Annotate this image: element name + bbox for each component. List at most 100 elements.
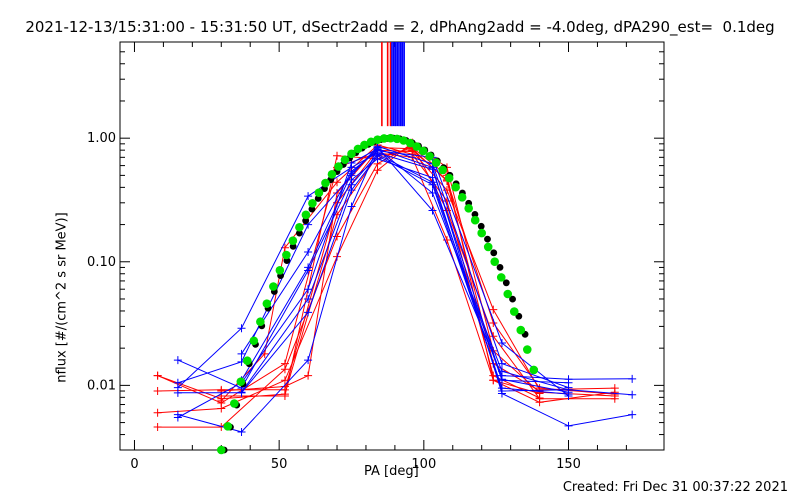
data-point [304,247,313,256]
data-point [564,385,573,394]
series-line [157,144,615,428]
fit-curve-point [516,325,526,335]
fit-curve-point [470,215,480,225]
x-tick-label: 150 [556,457,581,472]
fit-curve-point [392,134,402,144]
fit-curve-point [503,289,513,299]
fit-curve-point [386,133,395,143]
series-line [157,149,615,400]
series-line [177,145,569,389]
data-point [497,376,506,385]
fit-curve-point [308,205,316,213]
data-point [304,371,313,380]
data-point [333,151,342,160]
x-axis-label: PA [deg] [364,464,419,479]
chart-title: 2021-12-13/15:31:00 - 15:31:50 UT, dSect… [25,18,775,36]
created-timestamp: Created: Fri Dec 31 00:37:22 2021 [562,480,788,495]
data-point [173,356,182,365]
data-point [304,356,313,365]
data-point [347,180,356,189]
data-point [610,388,619,397]
fit-curve-point [457,192,467,202]
fit-curve-point [301,210,311,220]
fit-curve-point [327,170,337,179]
data-point [628,410,637,419]
data-point [497,384,506,393]
fit-curve-point [340,155,350,165]
data-point [428,206,437,215]
y-tick-label: 1.00 [87,131,116,146]
fit-curve-point [223,421,233,431]
fit-curve-point [464,203,473,213]
data-point [347,169,356,178]
series-line [177,152,569,393]
fit-curve-point [314,188,324,197]
fit-curve-point [249,336,259,346]
data-point [535,394,544,403]
y-tick-label: 0.01 [87,378,116,393]
fit-curve-point [366,137,376,147]
fit-curve-point [451,182,460,192]
data-point [489,371,498,380]
data-point [153,423,162,432]
data-point [442,197,451,206]
data-point [564,378,573,387]
fit-curve-point [490,257,500,266]
fit-curve-point [256,317,265,327]
data-point [237,427,246,436]
fit-curve-point [483,242,493,252]
data-point [428,178,437,187]
fit-curve-point [334,162,343,171]
series-line [157,152,615,404]
fit-curve-point [282,250,291,260]
fit-curve-point [477,222,485,230]
fit-curve-point [405,138,415,148]
fit-curve-point [444,173,454,183]
data-point [304,285,313,294]
data-point [333,178,342,187]
data-point [304,294,313,303]
data-point [304,192,313,201]
fit-curve-point [353,144,363,154]
data-point [280,382,289,391]
x-tick-label: 50 [271,457,288,472]
data-point [373,166,382,175]
data-point [497,367,506,376]
fit-curve-point [321,178,330,188]
fit-curve-point [347,149,356,159]
data-point [347,202,356,211]
data-point [280,392,289,401]
fit-curve-point [262,299,272,308]
data-point [153,408,162,417]
data-point [153,387,162,396]
data-point [497,339,506,348]
fit-curve-point [275,265,285,275]
data-point [173,410,182,419]
fit-curve-point [296,229,303,237]
fit-curve-point [438,165,447,175]
fit-curve-point [269,282,278,291]
data-point [373,144,382,153]
fit-curve-point [360,140,369,150]
data-point [173,378,182,387]
data-point [280,359,289,368]
y-axis-label: nflux [#/(cm^2 s sr MeV)] [54,212,70,383]
data-point [237,324,246,333]
fit-curve-point [418,146,428,156]
data-point [153,371,162,380]
data-point [564,421,573,430]
fit-curve-point [425,152,434,161]
fit-curve-point [216,445,226,455]
data-point [217,396,226,405]
fit-curve-point [295,222,304,232]
vertical-markers [381,42,405,127]
fit-curve-point [502,279,510,287]
data-point [428,189,437,198]
fit-curve-point [471,210,479,218]
data-point [442,236,451,245]
fit-curve-point [431,158,441,167]
fit-curve-point [288,236,298,245]
fit-curves [216,133,539,455]
y-tick-label: 0.10 [87,255,116,270]
